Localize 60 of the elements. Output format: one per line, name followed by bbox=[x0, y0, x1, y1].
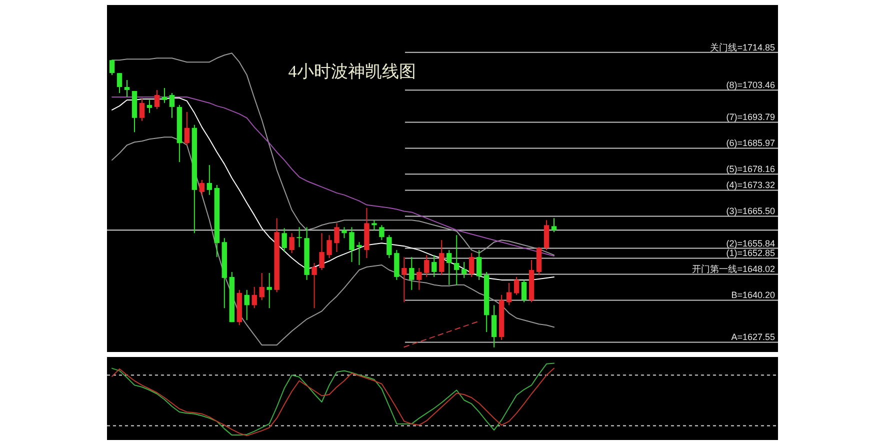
candlestick bbox=[139, 97, 145, 122]
candlestick bbox=[312, 262, 317, 309]
text: 4小时波神凯线图 bbox=[288, 62, 416, 81]
ref-line-label: 关门线=1714.85 bbox=[710, 42, 775, 52]
ref-line-label: (4)=1673.32 bbox=[726, 180, 775, 190]
candlestick bbox=[206, 164, 212, 196]
ref-line-label: (8)=1703.46 bbox=[726, 80, 775, 90]
candlestick bbox=[446, 250, 452, 286]
ref-line-label: (6)=1685.97 bbox=[726, 138, 775, 148]
candlestick bbox=[432, 254, 437, 278]
candlestick bbox=[169, 92, 175, 118]
candlestick bbox=[244, 289, 250, 321]
candlestick bbox=[326, 234, 332, 259]
ref-line-label: (3)=1665.50 bbox=[726, 206, 775, 216]
candlestick bbox=[154, 90, 160, 110]
candlestick bbox=[416, 267, 422, 290]
candlestick bbox=[506, 282, 512, 306]
candlestick bbox=[424, 254, 430, 278]
candlestick bbox=[394, 250, 400, 280]
candlestick bbox=[536, 246, 542, 276]
candlestick bbox=[469, 252, 474, 278]
candlestick bbox=[162, 88, 168, 104]
candlestick bbox=[334, 222, 340, 253]
candlestick bbox=[342, 226, 347, 239]
candlestick bbox=[454, 234, 460, 286]
candlestick bbox=[266, 272, 272, 309]
ref-line-label: B=1640.20 bbox=[731, 290, 775, 300]
candlestick bbox=[116, 72, 122, 94]
candlestick bbox=[349, 226, 354, 263]
candlestick bbox=[184, 111, 190, 146]
candlestick bbox=[491, 304, 497, 348]
candlestick bbox=[379, 224, 384, 241]
candlestick bbox=[476, 250, 482, 280]
ref-line-label: (7)=1693.79 bbox=[726, 112, 775, 122]
candlestick bbox=[544, 220, 550, 251]
candlestick bbox=[199, 179, 205, 196]
candlestick bbox=[319, 232, 324, 270]
candlestick bbox=[386, 234, 392, 259]
candlestick bbox=[551, 218, 557, 233]
ref-line-label: (2)=1655.84 bbox=[726, 238, 775, 248]
candlestick bbox=[289, 232, 294, 254]
candlestick bbox=[372, 220, 377, 231]
candlestick bbox=[356, 242, 362, 266]
candlestick bbox=[462, 262, 467, 278]
candlestick bbox=[402, 256, 407, 303]
candlestick bbox=[124, 80, 130, 98]
candlestick bbox=[146, 99, 152, 114]
candlestick bbox=[439, 240, 444, 276]
ref-line-label: 开门第一线=1648.02 bbox=[692, 264, 775, 274]
candlestick bbox=[521, 279, 527, 303]
ref-line-label: (1)=1652.85 bbox=[726, 248, 775, 258]
ref-line-label: A=1627.55 bbox=[731, 332, 775, 342]
candlestick bbox=[296, 226, 302, 248]
candlestick bbox=[252, 286, 257, 309]
candlestick bbox=[282, 228, 287, 253]
candlestick bbox=[109, 60, 115, 76]
candlestick bbox=[259, 272, 264, 301]
candlestick bbox=[409, 256, 414, 290]
candlestick bbox=[514, 276, 520, 296]
ref-line-label: (5)=1678.16 bbox=[726, 164, 775, 174]
